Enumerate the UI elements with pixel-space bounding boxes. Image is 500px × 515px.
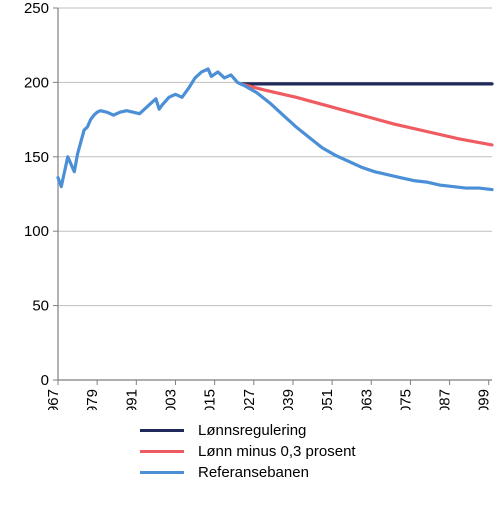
y-tick-label: 150 bbox=[24, 149, 49, 166]
x-tick-label: 2027 bbox=[241, 389, 258, 410]
y-tick-label: 250 bbox=[24, 0, 49, 17]
chart-container: 0 50 100 150 200 250 1967 1979 1991 2003 2015 2027 2… bbox=[0, 0, 500, 515]
legend-label: Referansebanen bbox=[198, 464, 309, 481]
y-tick-label: 50 bbox=[32, 298, 49, 315]
legend-swatch bbox=[140, 471, 184, 474]
y-tick-label: 0 bbox=[41, 372, 49, 389]
x-tick-label: 1991 bbox=[123, 389, 140, 410]
legend: Lønnsregulering Lønn minus 0,3 prosent Ref… bbox=[0, 418, 500, 485]
x-tick-label: 2039 bbox=[280, 389, 297, 410]
legend-label: Lønnsregulering bbox=[198, 422, 306, 439]
x-tick-label: 2075 bbox=[397, 389, 414, 410]
x-tick-label: 2087 bbox=[437, 389, 454, 410]
legend-swatch bbox=[140, 429, 184, 432]
x-tick-label: 2015 bbox=[202, 389, 219, 410]
x-tick-label: 1979 bbox=[84, 389, 101, 410]
x-tick-label: 1967 bbox=[45, 389, 62, 410]
x-tick-label: 2003 bbox=[162, 389, 179, 410]
y-tick-label: 200 bbox=[24, 74, 49, 91]
legend-swatch bbox=[140, 450, 184, 453]
legend-label: Lønn minus 0,3 prosent bbox=[198, 443, 356, 460]
legend-item: Referansebanen bbox=[140, 464, 500, 481]
x-tick-label: 2063 bbox=[358, 389, 375, 410]
line-chart: 0 50 100 150 200 250 1967 1979 1991 2003 2015 2027 2… bbox=[0, 0, 500, 410]
y-tick-label: 100 bbox=[24, 223, 49, 240]
x-tick-label: 2099 bbox=[476, 389, 493, 410]
legend-item: Lønnsregulering bbox=[140, 422, 500, 439]
legend-item: Lønn minus 0,3 prosent bbox=[140, 443, 500, 460]
x-tick-label: 2051 bbox=[319, 389, 336, 410]
